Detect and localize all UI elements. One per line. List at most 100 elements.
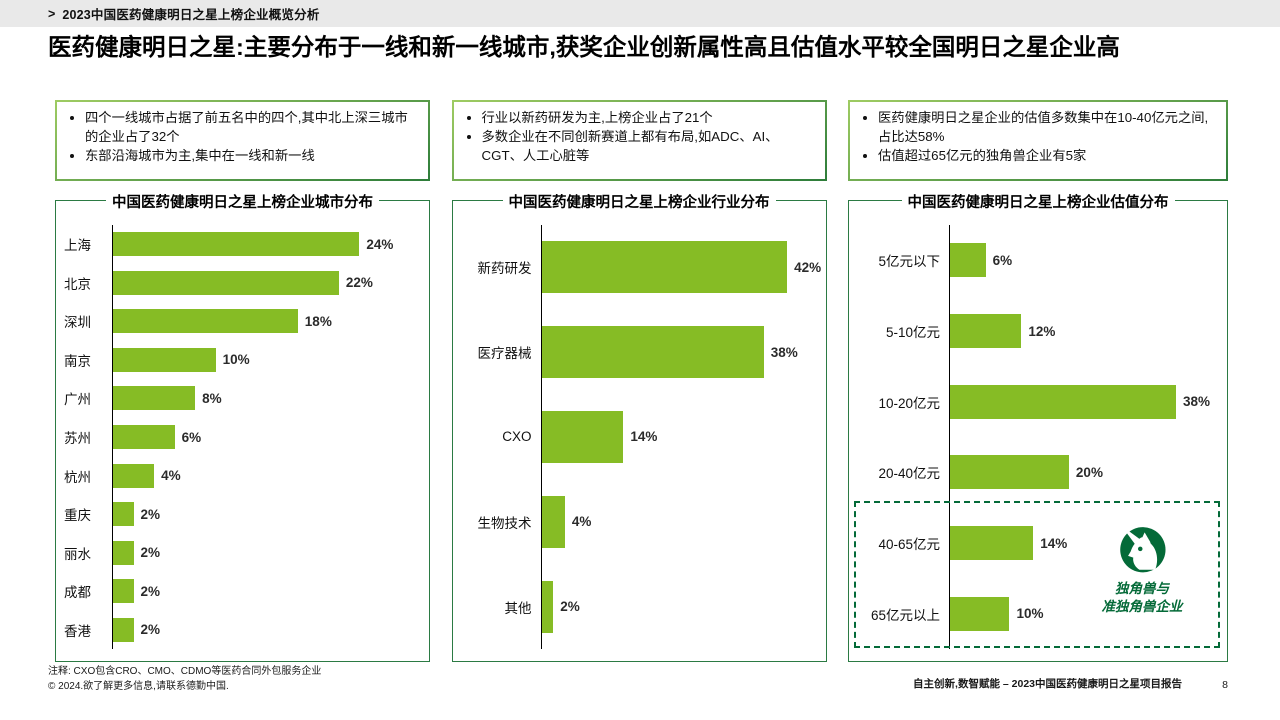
bar xyxy=(950,384,1176,419)
value-label: 6% xyxy=(181,429,202,445)
bar-track: 14% xyxy=(540,394,818,480)
bar-row: 新药研发 42% xyxy=(461,225,822,310)
bar xyxy=(113,463,155,488)
bar-chart-city: 上海 24% 北京 22% 深圳 18% 南京 10% 广州 8% 苏州 6% 杭州 4% 重庆 2% 丽水 2%… xyxy=(64,225,421,650)
bullet-item: 估值超过65亿元的独角兽企业有5家 xyxy=(878,147,1216,166)
value-label: 10% xyxy=(1016,606,1044,622)
category-label: 杭州 xyxy=(64,469,91,485)
category-label: 其他 xyxy=(504,600,532,616)
bar-track: 38% xyxy=(949,366,1219,438)
bar-track: 38% xyxy=(540,309,818,395)
bar xyxy=(950,455,1069,490)
bar-track: 20% xyxy=(949,437,1219,508)
bar xyxy=(113,270,339,295)
bar-track: 4% xyxy=(540,479,818,565)
category-label: 上海 xyxy=(64,238,91,254)
bullet-item: 多数企业在不同创新赛道上都有布局,如ADC、AI、CGT、人工心脏等 xyxy=(482,128,815,166)
category-label: 重庆 xyxy=(64,508,91,524)
bar-row: 40-65亿元 14% xyxy=(857,507,1219,579)
chart-panel-valuation: 中国医药健康明日之星上榜企业估值分布 5亿元以下 6% 5-10亿元 12% 10-20… xyxy=(848,191,1228,662)
bar xyxy=(113,579,134,604)
bar-row: 成都 2% xyxy=(64,571,421,611)
bar xyxy=(950,243,986,278)
value-label: 42% xyxy=(794,259,822,275)
bar-track: 8% xyxy=(112,379,421,418)
chart-panel-industry: 中国医药健康明日之星上榜企业行业分布 新药研发 42% 医疗器械 38% CXO 14% 生… xyxy=(451,191,827,662)
bar-track: 2% xyxy=(112,533,421,572)
bar-row: 重庆 2% xyxy=(64,494,421,534)
bar xyxy=(113,386,196,411)
bar xyxy=(541,410,624,463)
bar-track: 6% xyxy=(949,225,1219,296)
bar-row: 深圳 18% xyxy=(64,302,421,341)
bullet-item: 四个一线城市占据了前五名中的四个,其中北上深三城市的企业占了32个 xyxy=(85,109,418,147)
bar-track: 10% xyxy=(949,578,1219,650)
category-label: 丽水 xyxy=(64,546,91,562)
bar-row: 广州 8% xyxy=(64,379,421,418)
value-label: 4% xyxy=(161,468,181,484)
bar-track: 2% xyxy=(112,494,421,534)
category-label: 20-40亿元 xyxy=(878,466,940,482)
bar-track: 24% xyxy=(112,225,421,264)
value-label: 14% xyxy=(1040,535,1068,551)
category-label: 40-65亿元 xyxy=(878,537,940,553)
unicorn-label: 独角兽与 准独角兽企业 xyxy=(1101,581,1183,615)
bar-track: 2% xyxy=(112,610,421,650)
bar-row: 10-20亿元 38% xyxy=(857,366,1219,438)
footnote: 注释: CXO包含CRO、CMO、CDMO等医药合同外包服务企业 xyxy=(48,666,322,677)
report-title: 自主创新,数智赋能 – 2023中国医药健康明日之星项目报告 xyxy=(913,678,1182,690)
value-label: 18% xyxy=(304,313,332,329)
category-label: 北京 xyxy=(64,276,91,292)
category-label: 10-20亿元 xyxy=(878,395,940,411)
category-label: 广州 xyxy=(64,392,91,408)
value-label: 24% xyxy=(366,236,394,252)
value-label: 2% xyxy=(140,506,161,522)
bar-track: 18% xyxy=(112,302,421,341)
bar-row: 5亿元以下 6% xyxy=(857,225,1219,296)
category-label: 65亿元以上 xyxy=(870,607,940,623)
value-label: 6% xyxy=(992,252,1013,268)
value-label: 38% xyxy=(1182,394,1210,410)
bar-row: 南京 10% xyxy=(64,340,421,380)
bar xyxy=(113,502,134,527)
bar xyxy=(113,617,134,642)
bar-track: 6% xyxy=(112,417,421,457)
bar-row: 北京 22% xyxy=(64,263,421,303)
bar-row: 医疗器械 38% xyxy=(461,309,818,395)
bar-row: 20-40亿元 20% xyxy=(857,437,1219,508)
bar-track: 12% xyxy=(949,295,1219,367)
page-number: 8 xyxy=(1222,679,1228,691)
value-label: 2% xyxy=(560,599,580,615)
bar xyxy=(541,241,788,294)
bar xyxy=(113,540,134,565)
category-label: 南京 xyxy=(64,353,91,369)
unicorn-annotation: 独角兽与 准独角兽企业 xyxy=(1073,521,1211,616)
bar-track: 22% xyxy=(112,263,421,303)
category-label: 5亿元以下 xyxy=(878,254,940,270)
bar-row: 丽水 2% xyxy=(64,533,421,572)
bullet-item: 行业以新药研发为主,上榜企业占了21个 xyxy=(482,109,815,128)
bar-chart-valuation: 5亿元以下 6% 5-10亿元 12% 10-20亿元 38% 20-40亿元 20% 40-6… xyxy=(857,225,1219,650)
page-title: 医药健康明日之星:主要分布于一线和新一线城市,获奖企业创新属性高且估值水平较全国… xyxy=(48,34,1120,60)
value-label: 38% xyxy=(770,344,798,360)
bullet-item: 医药健康明日之星企业的估值多数集中在10-40亿元之间,占比达58% xyxy=(878,109,1216,147)
value-label: 22% xyxy=(345,275,373,291)
chart-panel-city: 中国医药健康明日之星上榜企业城市分布 上海 24% 北京 22% 深圳 18% 南京 10% 广… xyxy=(55,191,430,662)
callout-box-industry: 行业以新药研发为主,上榜企业占了21个多数企业在不同创新赛道上都有布局,如ADC… xyxy=(451,100,827,181)
breadcrumb: 2023中国医药健康明日之星上榜企业概览分析 xyxy=(62,8,320,22)
bar xyxy=(950,596,1010,631)
bar xyxy=(113,232,360,257)
chart-title: 中国医药健康明日之星上榜企业行业分布 xyxy=(453,191,826,212)
breadcrumb-arrow-icon: > xyxy=(48,6,56,21)
chart-title: 中国医药健康明日之星上榜企业城市分布 xyxy=(56,191,429,212)
breadcrumb-bar: > 2023中国医药健康明日之星上榜企业概览分析 xyxy=(0,0,1280,27)
category-label: 生物技术 xyxy=(477,515,532,531)
bar xyxy=(950,314,1022,348)
value-label: 2% xyxy=(140,583,161,599)
bar-row: 5-10亿元 12% xyxy=(857,295,1219,367)
callout-row: 四个一线城市占据了前五名中的四个,其中北上深三城市的企业占了32个东部沿海城市为… xyxy=(55,100,1228,181)
value-label: 2% xyxy=(140,622,161,638)
bar xyxy=(950,526,1034,561)
category-label: 新药研发 xyxy=(477,261,532,277)
bar-track: 42% xyxy=(540,225,822,310)
